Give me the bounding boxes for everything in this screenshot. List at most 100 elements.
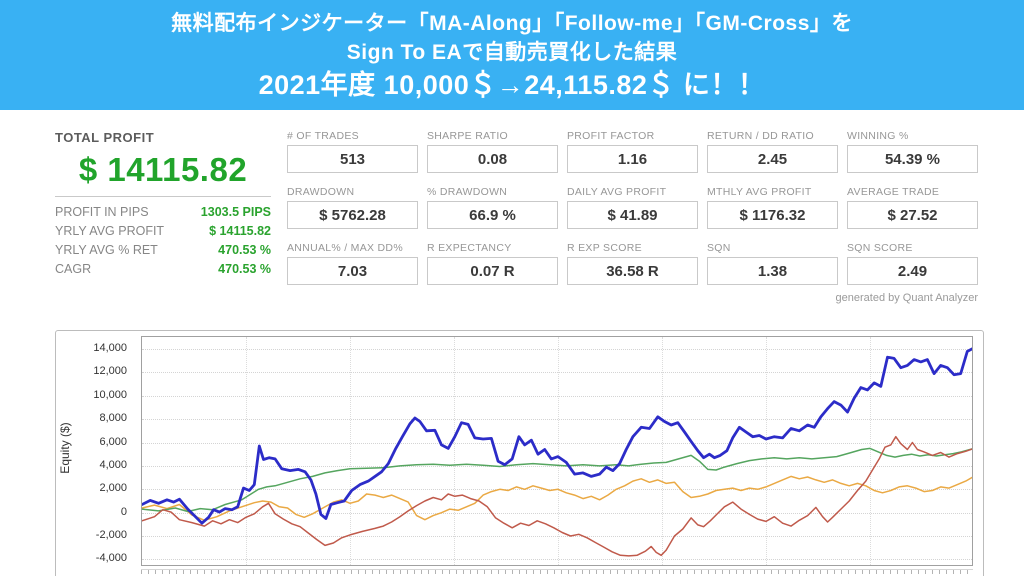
summary-value: 470.53 %: [218, 243, 271, 257]
summary-row-yrly-profit: YRLY AVG PROFIT $ 14115.82: [55, 222, 271, 241]
equity-chart: Equity ($) 14,000 12,000 10,000 8,000 6,000 4…: [55, 330, 984, 576]
stat-label: DAILY AVG PROFIT: [567, 186, 667, 198]
y-tick-label: -4,000: [95, 552, 127, 565]
stat-cell-sqn-score: SQN SCORE 2.49: [847, 242, 978, 285]
summary-row-pips: PROFIT IN PIPS 1303.5 PIPS: [55, 203, 271, 222]
equity-line-red: [142, 435, 972, 557]
h-gridline: [142, 349, 972, 350]
y-tick-label: 4,000: [99, 458, 127, 471]
stat-value: $ 27.52: [887, 206, 938, 224]
stat-label: SHARPE RATIO: [427, 130, 509, 142]
stat-label: SQN SCORE: [847, 242, 913, 254]
stat-value-box: 2.45: [707, 145, 838, 173]
banner-line1: 無料配布インジケーター「MA-Along」「Follow-me」「GM-Cros…: [171, 12, 853, 35]
stat-value-box: $ 1176.32: [707, 201, 838, 229]
h-gridline: [142, 442, 972, 444]
banner-line2: Sign To EAで自動売買化した結果: [346, 41, 678, 64]
y-tick-label: 12,000: [93, 365, 127, 378]
y-axis-labels: 14,000 12,000 10,000 8,000 6,000 4,000 2,000 0 -…: [56, 336, 134, 566]
stat-value: 2.45: [757, 150, 788, 168]
summary-value: $ 14115.82: [209, 224, 271, 238]
v-gridline: [870, 337, 871, 565]
stat-value-box: $ 5762.28: [287, 201, 418, 229]
stat-label: % DRAWDOWN: [427, 186, 508, 198]
stat-cell--drawdown: % DRAWDOWN 66.9 %: [427, 186, 558, 229]
y-tick-label: 2,000: [99, 482, 127, 495]
stat-value: $ 1176.32: [739, 206, 806, 224]
stat-value-box: 66.9 %: [427, 201, 558, 229]
y-tick-label: 14,000: [93, 342, 127, 354]
stat-value: 0.07 R: [470, 262, 515, 280]
stat-value: 36.58 R: [606, 262, 659, 280]
v-gridline: [454, 337, 455, 565]
header-banner: 無料配布インジケーター「MA-Along」「Follow-me」「GM-Cros…: [0, 0, 1024, 110]
stat-value-box: 7.03: [287, 257, 418, 285]
stat-value: $ 41.89: [607, 206, 658, 224]
stat-cell-annual-max-dd-: ANNUAL% / MAX DD% 7.03: [287, 242, 418, 285]
v-gridline: [662, 337, 663, 565]
generator-credit: generated by Quant Analyzer: [835, 292, 978, 304]
summary-divider: [55, 196, 271, 197]
stat-value-box: $ 41.89: [567, 201, 698, 229]
h-gridline: [142, 536, 972, 537]
total-profit-value: $ 14115.82: [78, 151, 248, 188]
v-gridline: [766, 337, 767, 565]
stat-cell-r-exp-score: R EXP SCORE 36.58 R: [567, 242, 698, 285]
stat-value-box: 54.39 %: [847, 145, 978, 173]
summary-label: PROFIT IN PIPS: [55, 205, 149, 219]
stat-value: 66.9 %: [469, 206, 516, 224]
stat-value: 0.08: [477, 150, 508, 168]
stat-value-box: 0.07 R: [427, 257, 558, 285]
stat-label: DRAWDOWN: [287, 186, 355, 198]
y-tick-label: 10,000: [93, 388, 127, 401]
stat-cell-average-trade: AVERAGE TRADE $ 27.52: [847, 186, 978, 229]
stat-value: 2.49: [897, 262, 928, 280]
stat-value-box: 36.58 R: [567, 257, 698, 285]
summary-label: CAGR: [55, 262, 92, 276]
plot-area: [141, 336, 973, 566]
stats-grid: # OF TRADES 513 SHARPE RATIO 0.08 PROFIT FAC…: [287, 130, 978, 285]
stat-value: 54.39 %: [884, 150, 941, 168]
stat-label: RETURN / DD RATIO: [707, 130, 814, 142]
stat-value-box: 2.49: [847, 257, 978, 285]
h-gridline: [142, 419, 972, 421]
stat-cell-sharpe-ratio: SHARPE RATIO 0.08: [427, 130, 558, 173]
y-tick-label: 8,000: [99, 412, 127, 425]
h-gridline: [142, 395, 972, 397]
stat-cell-return-dd-ratio: RETURN / DD RATIO 2.45: [707, 130, 838, 173]
stat-value-box: 1.16: [567, 145, 698, 173]
stat-value-box: 1.38: [707, 257, 838, 285]
stat-label: R EXPECTANCY: [427, 242, 512, 254]
stat-cell-r-expectancy: R EXPECTANCY 0.07 R: [427, 242, 558, 285]
stat-label: WINNING %: [847, 130, 909, 142]
equity-line-blue: [142, 347, 972, 525]
stat-label: # OF TRADES: [287, 130, 359, 142]
summary-label: YRLY AVG % RET: [55, 243, 158, 257]
equity-line-green: [142, 447, 972, 513]
stat-cell--of-trades: # OF TRADES 513: [287, 130, 418, 173]
banner-line3: 2021年度 10,000＄→24,115.82＄ に！！: [258, 70, 766, 100]
stat-label: R EXP SCORE: [567, 242, 642, 254]
stat-value-box: 513: [287, 145, 418, 173]
h-gridline: [142, 465, 972, 467]
summary-label: YRLY AVG PROFIT: [55, 224, 165, 238]
stat-cell-mthly-avg-profit: MTHLY AVG PROFIT $ 1176.32: [707, 186, 838, 229]
v-gridline: [350, 337, 351, 565]
total-profit-panel: TOTAL PROFIT $ 14115.82 PROFIT IN PIPS 1…: [55, 130, 271, 279]
stat-value: 1.16: [617, 150, 648, 168]
stat-label: AVERAGE TRADE: [847, 186, 940, 198]
stat-value: $ 5762.28: [319, 206, 386, 224]
stat-label: SQN: [707, 242, 731, 254]
summary-row-cagr: CAGR 470.53 %: [55, 260, 271, 279]
stat-value-box: 0.08: [427, 145, 558, 173]
y-tick-label: 0: [120, 505, 127, 518]
stat-label: ANNUAL% / MAX DD%: [287, 242, 403, 254]
stat-cell-drawdown: DRAWDOWN $ 5762.28: [287, 186, 418, 229]
stat-cell-winning-: WINNING % 54.39 %: [847, 130, 978, 173]
v-gridline: [246, 337, 247, 565]
stat-label: PROFIT FACTOR: [567, 130, 655, 142]
x-axis-ticks-cropped: [141, 569, 973, 576]
summary-value: 470.53 %: [218, 262, 271, 276]
y-tick-label: 6,000: [99, 435, 127, 448]
